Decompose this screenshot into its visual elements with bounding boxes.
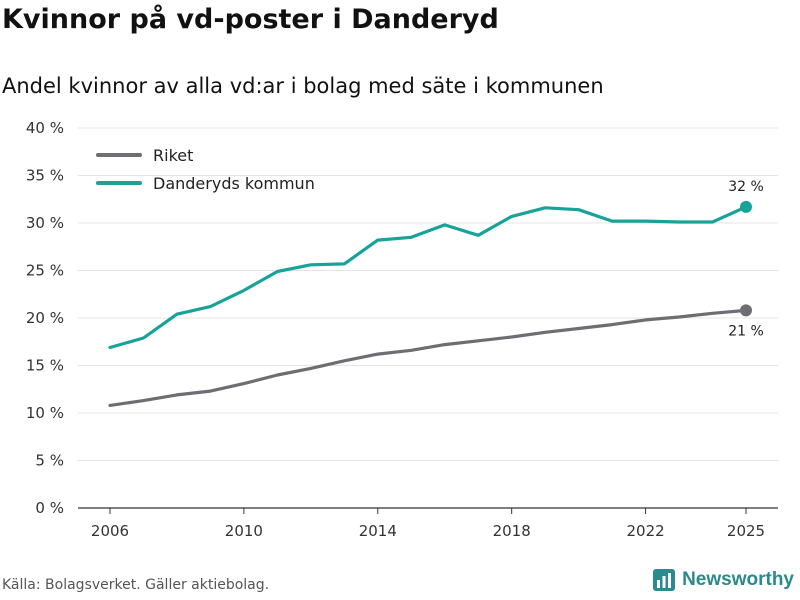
x-tick-label: 2022 [626, 522, 664, 540]
y-tick-label: 35 % [26, 167, 64, 185]
end-point-danderyd [740, 200, 752, 213]
x-tick-label: 2010 [225, 522, 263, 540]
x-tick-label: 2014 [359, 522, 397, 540]
brand-logo[interactable]: Newsworthy [652, 568, 794, 592]
y-tick-label: 15 % [26, 357, 64, 375]
y-tick-label: 40 % [26, 119, 64, 137]
x-tick-label: 2025 [727, 522, 765, 540]
legend-label-riket: Riket [153, 146, 193, 165]
x-tick-label: 2006 [91, 522, 129, 540]
y-tick-label: 0 % [35, 499, 64, 517]
chart-title: Kvinnor på vd-poster i Danderyd [2, 4, 499, 35]
series-lines: 21 % 32 % [108, 179, 764, 407]
chart-subtitle: Andel kvinnor av alla vd:ar i bolag med … [2, 74, 604, 98]
line-chart: 0 % 5 % 10 % 15 % 20 % 25 % 30 % 35 % 40 % 2006 20… [26, 119, 778, 540]
brand-name: Newsworthy [682, 569, 794, 590]
y-tick-label: 20 % [26, 309, 64, 327]
series-line-riket [108, 308, 748, 407]
end-label-riket: 21 % [728, 323, 764, 339]
x-tick-label: 2018 [493, 522, 531, 540]
newsworthy-logo-icon [653, 569, 676, 591]
y-tick-label: 5 % [35, 452, 64, 470]
source-note: Källa: Bolagsverket. Gäller aktiebolag. [2, 577, 270, 593]
legend: Riket Danderyds kommun [96, 146, 315, 193]
end-label-danderyd: 32 % [728, 179, 764, 195]
series-line-danderyd [108, 205, 748, 350]
y-tick-label: 10 % [26, 404, 64, 422]
y-tick-label: 30 % [26, 214, 64, 232]
legend-label-danderyd: Danderyds kommun [153, 174, 315, 193]
end-point-riket [740, 304, 752, 317]
y-tick-label: 25 % [26, 262, 64, 280]
axes: 0 % 5 % 10 % 15 % 20 % 25 % 30 % 35 % 40 % 2006 20… [26, 119, 765, 540]
